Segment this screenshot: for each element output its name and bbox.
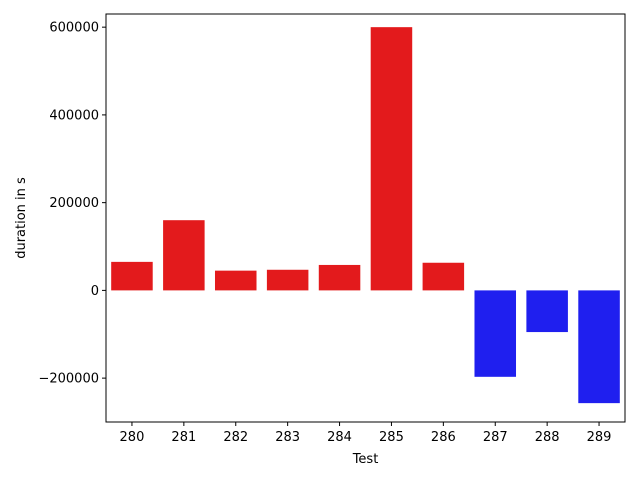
x-tick-label: 283: [275, 430, 300, 445]
y-tick-label: 0: [91, 284, 99, 299]
y-tick-label: −200000: [38, 372, 99, 387]
plot-frame: [105, 13, 626, 423]
y-tick-label: 600000: [49, 21, 99, 36]
bar-288: [526, 290, 568, 333]
bar-286: [422, 262, 465, 291]
x-tick-label: 281: [171, 430, 196, 445]
bar-284: [318, 264, 361, 291]
bar-285: [370, 27, 413, 291]
x-axis-ticks: 280 281 282 283 284 285 286 287 288 289: [120, 422, 612, 445]
bar-283: [266, 269, 309, 291]
y-axis-label: duration in s: [14, 177, 29, 259]
bar-281: [163, 220, 205, 291]
x-tick-label: 287: [483, 430, 508, 445]
x-tick-label: 284: [327, 430, 352, 445]
x-tick-label: 285: [379, 430, 404, 445]
x-tick-label: 288: [535, 430, 560, 445]
y-axis-ticks: −200000 0 200000 400000 600000: [38, 21, 106, 387]
bar-280: [111, 261, 153, 291]
x-tick-label: 282: [223, 430, 248, 445]
x-tick-label: 280: [120, 430, 145, 445]
bar-289: [578, 290, 620, 404]
x-tick-label: 289: [587, 430, 612, 445]
x-axis-label: Test: [352, 452, 379, 467]
bar-282: [214, 270, 257, 291]
y-tick-label: 400000: [49, 108, 99, 123]
x-tick-label: 286: [431, 430, 456, 445]
y-tick-label: 200000: [49, 196, 99, 211]
bar-287: [474, 290, 517, 377]
bars-group: [111, 27, 620, 404]
